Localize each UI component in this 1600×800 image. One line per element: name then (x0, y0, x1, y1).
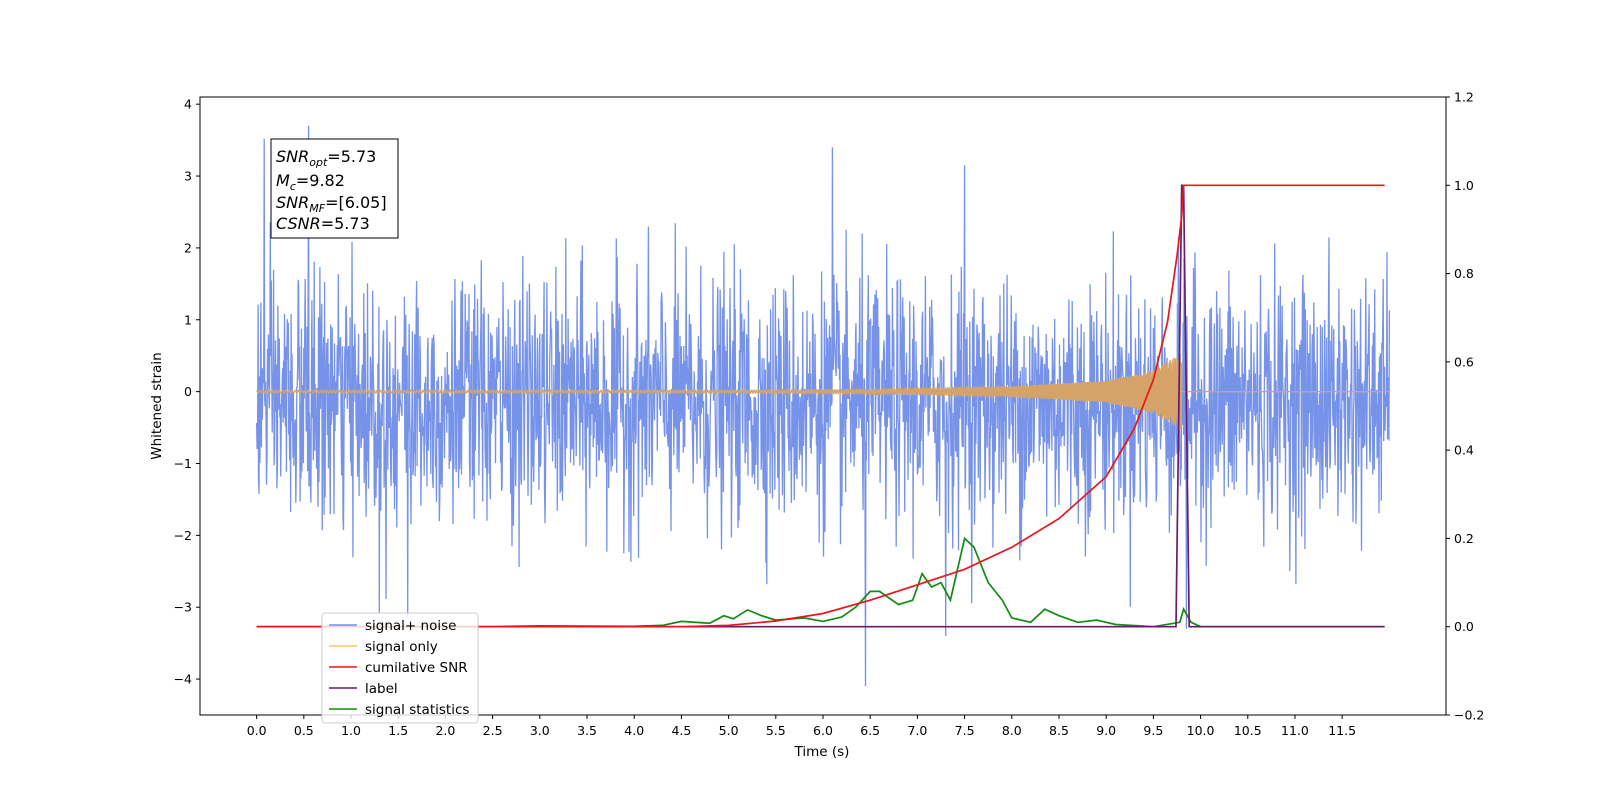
y-left-tick-label: −1 (174, 456, 192, 471)
y-left-tick-label: −3 (174, 600, 192, 615)
legend-label-signal-only: signal only (365, 639, 438, 655)
plot-area (255, 125, 1391, 687)
y-right-tick-label: 0.6 (1454, 354, 1474, 369)
legend-entry-label: label (329, 681, 398, 697)
legend: signal+ noise signal only cumilative SNR… (321, 612, 479, 724)
annotation-box: SNRopt=5.73 Mc=9.82 SNRMF=[6.05] CSNR=5.… (270, 138, 399, 239)
x-tick-label: 4.0 (624, 723, 644, 738)
x-tick-label: 8.0 (1002, 723, 1022, 738)
annotation-snr-mf: SNRMF=[6.05] (276, 193, 387, 215)
y-axis-right: −0.2 0.0 0.2 0.4 0.6 0.8 1.0 1.2 (1446, 90, 1484, 723)
y-axis-left: −4 −3 −2 −1 0 1 2 3 4 (174, 97, 200, 687)
y-left-tick-label: 2 (184, 240, 192, 255)
y-right-tick-label: 0.2 (1454, 531, 1474, 546)
x-tick-label: 9.0 (1096, 723, 1116, 738)
series-signal-only-overlap (256, 354, 1390, 430)
legend-label-label: label (365, 681, 398, 697)
x-tick-label: 10.5 (1234, 723, 1262, 738)
x-tick-label: 11.5 (1328, 723, 1356, 738)
y-left-tick-label: 3 (184, 169, 192, 184)
legend-label-signal-statistics: signal statistics (365, 702, 469, 718)
x-tick-label: 3.5 (577, 723, 597, 738)
x-tick-label: 0.0 (247, 723, 267, 738)
series-signal-noise-line (255, 125, 1391, 687)
x-tick-label: 2.0 (435, 723, 455, 738)
y-right-tick-label: −0.2 (1454, 708, 1484, 723)
y-left-tick-label: 0 (184, 384, 192, 399)
legend-label-signal-noise: signal+ noise (365, 618, 456, 634)
legend-entry-signal-statistics: signal statistics (329, 702, 469, 718)
annotation-chirp-mass: Mc=9.82 (276, 171, 345, 193)
x-tick-label: 5.5 (766, 723, 786, 738)
x-tick-label: 3.0 (530, 723, 550, 738)
x-tick-label: 8.5 (1049, 723, 1069, 738)
x-tick-label: 0.5 (294, 723, 314, 738)
y-left-tick-label: 4 (184, 97, 192, 112)
legend-frame (321, 612, 479, 724)
y-left-tick-label: 1 (184, 312, 192, 327)
x-tick-label: 6.0 (813, 723, 833, 738)
x-tick-label: 6.5 (860, 723, 880, 738)
y-left-tick-label: −2 (174, 528, 192, 543)
y-left-tick-label: −4 (174, 672, 192, 687)
x-axis-label: Time (s) (794, 744, 850, 760)
x-tick-label: 11.0 (1281, 723, 1309, 738)
x-tick-label: 7.5 (955, 723, 975, 738)
legend-label-cumulative-snr: cumilative SNR (365, 660, 468, 676)
x-tick-label: 7.0 (907, 723, 927, 738)
legend-entry-cumulative-snr: cumilative SNR (329, 660, 468, 676)
y-right-tick-label: 1.2 (1454, 90, 1474, 105)
series-label-line (256, 184, 1385, 628)
x-tick-label: 1.5 (388, 723, 408, 738)
legend-entry-signal-noise: signal+ noise (329, 618, 456, 634)
x-tick-label: 1.0 (341, 723, 361, 738)
annotation-csnr: CSNR=5.73 (276, 214, 370, 233)
annotation-snr-opt: SNRopt=5.73 (276, 147, 376, 169)
y-right-tick-label: 0.8 (1454, 266, 1474, 281)
y-axis-label: Whitened strain (149, 352, 165, 459)
x-tick-label: 9.5 (1143, 723, 1163, 738)
y-right-tick-label: 1.0 (1454, 178, 1474, 193)
x-axis: 0.0 0.5 1.0 1.5 2.0 2.5 3.0 3.5 4.0 4.5 5.0 5.5 6.0 6… (247, 715, 1356, 738)
x-tick-label: 2.5 (483, 723, 503, 738)
x-tick-label: 10.0 (1187, 723, 1215, 738)
x-tick-label: 5.0 (719, 723, 739, 738)
legend-entry-signal-only: signal only (329, 639, 438, 655)
series-signal-statistics-line (256, 536, 1385, 628)
series-cumulative-snr-line (256, 184, 1385, 628)
y-right-tick-label: 0.4 (1454, 443, 1474, 458)
y-right-tick-label: 0.0 (1454, 619, 1474, 634)
x-tick-label: 4.5 (671, 723, 691, 738)
